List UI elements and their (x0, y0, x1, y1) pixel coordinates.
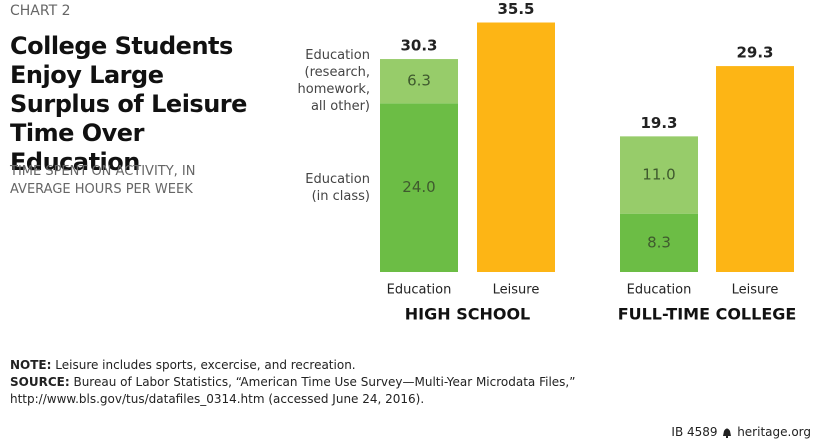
chart-title: College Students Enjoy Large Surplus of … (10, 32, 247, 176)
group-label: HIGH SCHOOL (405, 305, 531, 324)
x-tick-label: Leisure (493, 283, 540, 298)
total-label: 29.3 (736, 44, 773, 62)
total-label: 19.3 (640, 114, 677, 132)
legend-label: Education (research, homework, all other… (297, 48, 370, 115)
x-tick-label: Education (627, 283, 692, 298)
footer-id: IB 4589 (671, 425, 718, 439)
source-text: Bureau of Labor Statistics, “American Ti… (10, 375, 576, 406)
x-tick-label: Leisure (732, 283, 779, 298)
source-label: SOURCE: (10, 375, 70, 389)
value-label: 6.3 (407, 72, 431, 90)
note-label: NOTE: (10, 358, 52, 372)
total-label: 35.5 (497, 0, 534, 18)
total-label: 30.3 (400, 37, 437, 55)
group-label: FULL-TIME COLLEGE (618, 305, 797, 324)
chart-subtitle: TIME SPENT ON ACTIVITY, IN AVERAGE HOURS… (10, 164, 196, 197)
legend-label: Education (in class) (305, 171, 370, 204)
note-text: Leisure includes sports, excercise, and … (55, 358, 356, 372)
source: SOURCE: Bureau of Labor Statistics, “Ame… (10, 374, 810, 408)
footer-site: heritage.org (737, 425, 811, 439)
chart-label: CHART 2 (10, 3, 71, 19)
notes: NOTE: Leisure includes sports, excercise… (10, 357, 810, 408)
bell-icon (723, 428, 732, 438)
bar-segment (380, 59, 458, 104)
value-label: 11.0 (642, 166, 675, 184)
bar-segment (620, 136, 698, 214)
bar-segment (380, 103, 458, 272)
value-label: 8.3 (647, 233, 671, 251)
bar-segment (477, 22, 555, 273)
note: NOTE: Leisure includes sports, excercise… (10, 357, 810, 374)
x-tick-label: Education (387, 283, 452, 298)
bar-segment (716, 66, 794, 272)
bar-segment (620, 213, 698, 272)
footer: IB 4589 heritage.org (671, 425, 811, 439)
value-label: 24.0 (402, 178, 435, 196)
